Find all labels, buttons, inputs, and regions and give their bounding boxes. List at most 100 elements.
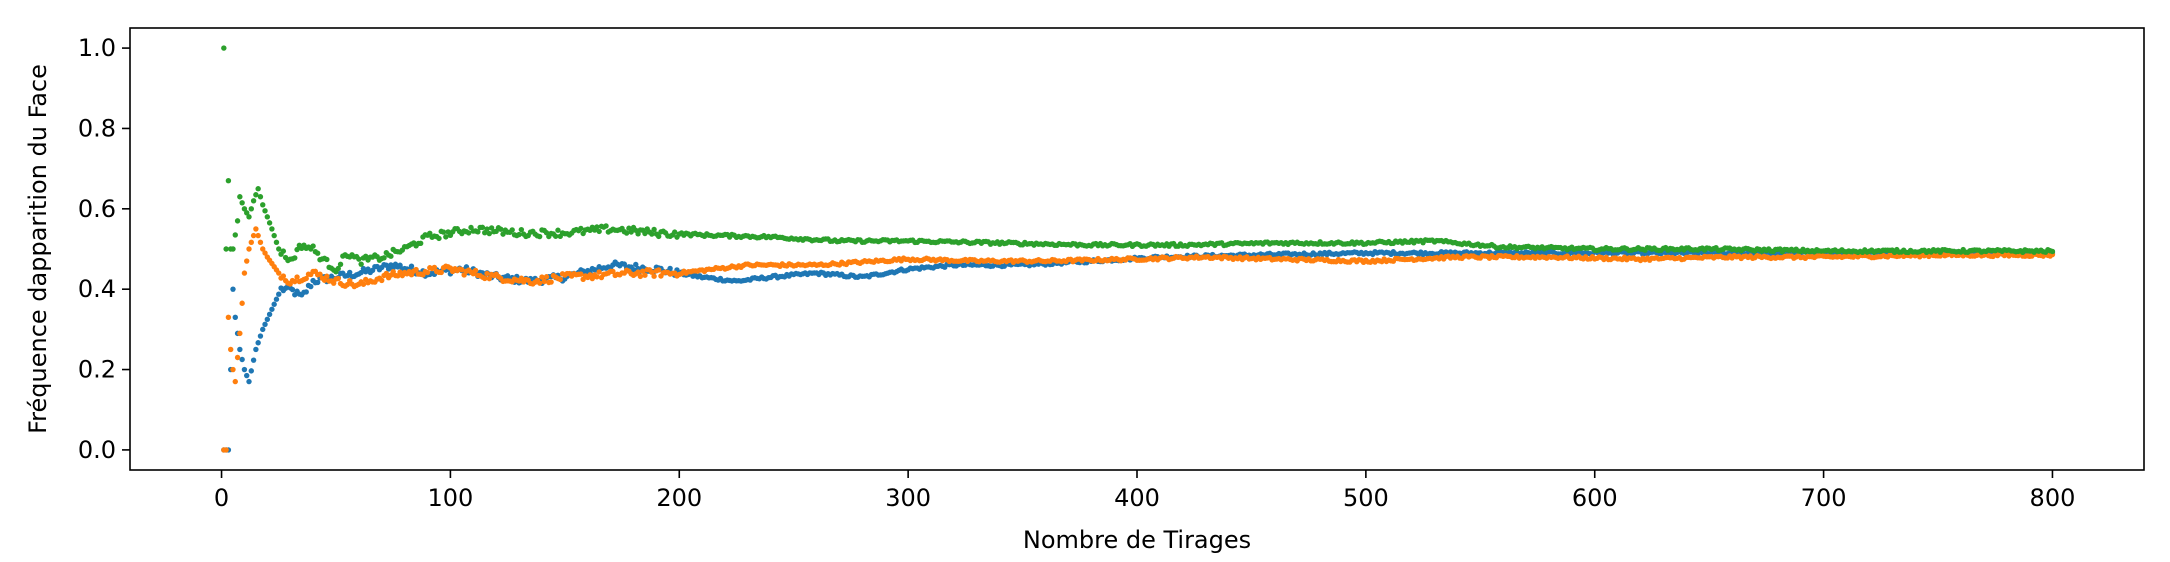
data-point	[269, 306, 275, 312]
data-point	[413, 266, 419, 273]
y-tick-label: 0.2	[78, 356, 116, 384]
data-point	[232, 232, 238, 238]
data-point	[628, 229, 634, 235]
data-point	[260, 246, 266, 252]
x-tick-label: 200	[656, 484, 702, 512]
data-point	[225, 177, 232, 184]
data-point	[262, 208, 268, 214]
data-point	[324, 273, 330, 279]
data-point	[385, 266, 392, 272]
x-tick-label: 300	[885, 484, 931, 512]
data-point	[314, 250, 321, 256]
data-point	[248, 368, 254, 374]
data-point	[552, 233, 559, 239]
data-point	[459, 267, 465, 273]
data-point	[436, 235, 442, 242]
data-point	[330, 280, 337, 286]
data-point	[383, 270, 390, 277]
data-point	[443, 234, 449, 240]
data-point	[289, 286, 296, 293]
data-point	[440, 229, 447, 235]
data-point	[543, 274, 550, 280]
data-point	[578, 225, 584, 232]
data-point	[639, 268, 646, 274]
data-point	[388, 253, 394, 259]
data-point	[244, 210, 250, 216]
data-point	[269, 226, 275, 232]
data-point	[246, 246, 252, 252]
data-point	[358, 269, 364, 276]
data-point	[250, 198, 257, 204]
data-point	[271, 301, 277, 307]
data-point	[250, 232, 257, 239]
data-point	[234, 354, 241, 361]
data-point	[237, 330, 243, 337]
data-point	[244, 372, 250, 379]
x-tick-label: 100	[428, 484, 474, 512]
data-point	[232, 314, 238, 321]
data-point	[516, 231, 522, 238]
data-point	[633, 261, 639, 268]
data-point	[479, 224, 486, 231]
data-point	[310, 243, 316, 249]
data-point	[500, 231, 506, 237]
data-point	[381, 255, 387, 261]
data-point	[2049, 248, 2056, 255]
data-point	[651, 226, 657, 233]
data-point	[635, 269, 641, 275]
data-point	[408, 263, 415, 269]
data-point	[255, 186, 261, 192]
data-point	[603, 223, 609, 229]
data-point	[655, 233, 662, 240]
data-point	[248, 206, 254, 212]
data-point	[360, 281, 367, 287]
data-point	[237, 346, 243, 353]
data-point	[539, 274, 545, 280]
data-point	[431, 264, 438, 271]
data-point	[314, 279, 321, 286]
data-point	[335, 275, 341, 282]
data-point	[273, 296, 280, 302]
x-tick-label: 600	[1572, 484, 1618, 512]
data-point	[484, 270, 490, 277]
data-point	[257, 194, 264, 200]
data-point	[241, 206, 248, 212]
data-point	[266, 311, 273, 317]
data-point	[486, 230, 493, 237]
data-point	[221, 45, 227, 51]
data-point	[244, 258, 250, 264]
data-point	[241, 270, 248, 276]
y-tick-label: 0.6	[78, 195, 116, 223]
data-point	[262, 250, 268, 256]
data-point	[232, 378, 238, 385]
data-point	[347, 269, 353, 276]
data-point	[280, 248, 287, 254]
y-axis-label: Fréquence dapparition du Face	[24, 64, 52, 434]
data-point	[548, 279, 554, 285]
data-point	[649, 269, 655, 275]
data-point	[253, 192, 259, 198]
data-point	[594, 274, 600, 280]
data-point	[596, 228, 602, 235]
data-points	[221, 45, 2056, 453]
data-point	[248, 239, 254, 245]
data-point	[294, 274, 300, 280]
data-point	[610, 268, 616, 275]
x-tick-label: 500	[1343, 484, 1389, 512]
y-tick-label: 1.0	[78, 34, 116, 62]
data-point	[358, 261, 364, 267]
data-point	[486, 275, 493, 282]
data-point	[230, 286, 236, 292]
data-point	[255, 340, 261, 346]
data-point	[317, 271, 323, 277]
x-axis-label: Nombre de Tirages	[1023, 526, 1251, 554]
data-point	[228, 346, 234, 353]
data-point	[642, 272, 648, 278]
data-point	[303, 289, 309, 295]
data-point	[303, 275, 309, 282]
data-point	[260, 202, 266, 208]
plot-frame	[129, 27, 2145, 471]
data-point	[223, 246, 229, 252]
